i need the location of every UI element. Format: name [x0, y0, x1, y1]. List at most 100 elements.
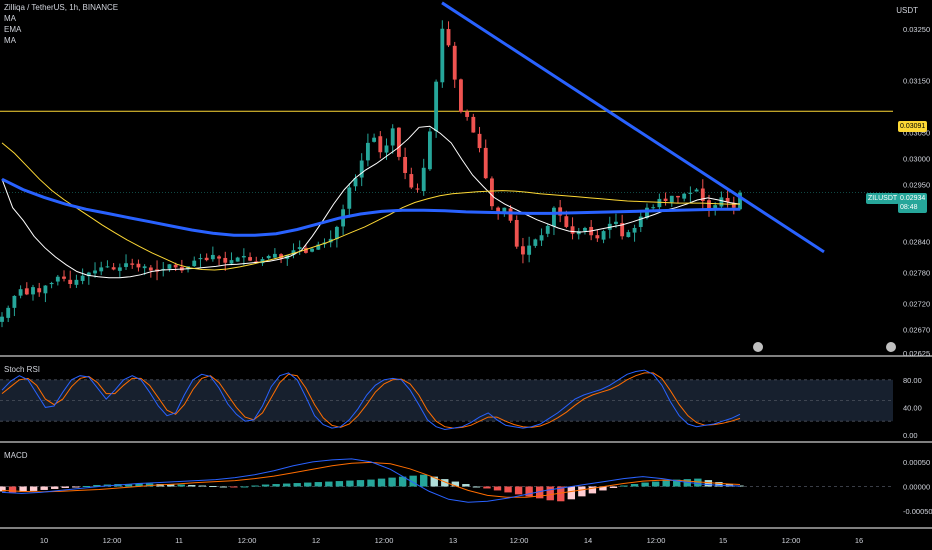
macd-histogram-bar [673, 479, 681, 487]
macd-histogram-bar [599, 486, 607, 491]
price-axis-tick: 0.03250 [903, 25, 930, 34]
macd-histogram-bar [19, 486, 27, 492]
time-axis-label: 12:00 [375, 536, 394, 545]
candle-body [595, 235, 600, 239]
macd-histogram-bar [557, 486, 565, 502]
ma-slow-line [1, 177, 740, 237]
ma-fast-line [1, 125, 741, 279]
price-axis-tick: 0.02840 [903, 237, 930, 246]
candle-body [111, 267, 116, 270]
macd-histogram-bar [441, 479, 449, 487]
stoch-axis-tick: 40.00 [903, 403, 922, 412]
macd-histogram-bar [230, 486, 238, 488]
macd-histogram-bar [72, 486, 80, 488]
candle-body [421, 167, 426, 192]
macd-histogram-bar [641, 482, 649, 487]
candle-body [6, 307, 11, 318]
candle-body [682, 193, 687, 199]
price-axis-tick: 0.02780 [903, 269, 930, 278]
candle-body [676, 195, 680, 198]
symbol-title[interactable]: Zilliqa / TetherUS, 1h, BINANCE [4, 3, 119, 12]
candle-body [558, 207, 563, 216]
candle-body [279, 254, 283, 259]
macd-axis-tick: 0.00050 [903, 458, 930, 467]
macd-histogram-bar [304, 482, 312, 487]
macd-title[interactable]: MACD [4, 451, 28, 460]
macd-histogram-bar [493, 486, 502, 491]
macd-histogram-bar [367, 479, 375, 487]
indicator-ma-fast[interactable]: MA [4, 14, 16, 23]
candle-body [365, 142, 370, 161]
time-axis-label: 12:00 [238, 536, 257, 545]
macd-histogram-bar [662, 480, 670, 487]
macd-histogram-bar [514, 486, 523, 495]
hline-price-badge: 0.03091 [898, 121, 928, 132]
candle-body [359, 160, 364, 178]
ema-line [1, 142, 740, 271]
macd-histogram-bar [736, 485, 744, 487]
candle-body [210, 254, 215, 260]
macd-histogram-bar [609, 486, 618, 488]
candle-body [570, 226, 575, 234]
candle-body [465, 111, 470, 117]
candle-body [483, 147, 488, 179]
indicator-ma-slow[interactable]: MA [4, 36, 16, 45]
candle-body [440, 28, 445, 83]
candle-body [334, 226, 339, 240]
candle-body [601, 231, 606, 240]
macd-histogram-bar [124, 484, 133, 487]
candle-body [707, 200, 711, 209]
indicator-ema[interactable]: EMA [4, 25, 22, 34]
candle-body [235, 257, 240, 262]
candle-body [117, 267, 122, 271]
candle-body [49, 282, 54, 285]
macd-histogram-bar [314, 482, 322, 487]
macd-histogram-bar [504, 486, 512, 493]
macd-histogram-bar [388, 477, 396, 487]
time-axis-label: 10 [40, 536, 48, 545]
trendline [441, 1, 825, 254]
candle-body [31, 287, 35, 295]
candle-body [241, 255, 246, 258]
stoch-axis-tick: 80.00 [903, 376, 922, 385]
candle-body [415, 188, 420, 190]
time-axis-label: 14 [584, 536, 592, 545]
macd-histogram-bar [420, 474, 428, 487]
candle-body [297, 247, 302, 249]
macd-histogram-bar [198, 485, 207, 487]
price-axis-tick: 0.03150 [903, 77, 930, 86]
candle-body [725, 197, 730, 203]
macd-histogram-bar [651, 481, 660, 487]
candle-body [645, 207, 649, 218]
time-axis-label: 15 [719, 536, 727, 545]
candle-body [496, 207, 501, 213]
macd-histogram-bar [525, 486, 533, 497]
candle-body [248, 257, 252, 261]
candle-body [291, 250, 296, 256]
macd-histogram-bar [166, 484, 175, 487]
candle-body [614, 221, 618, 224]
stoch-rsi-title[interactable]: Stoch RSI [4, 365, 41, 374]
macd-histogram-bar [430, 476, 438, 487]
candle-body [713, 205, 718, 210]
candle-body [266, 255, 271, 259]
candle-body [37, 288, 42, 293]
candle-body [446, 29, 451, 46]
macd-histogram-bar [567, 486, 576, 500]
macd-histogram-bar [325, 481, 333, 487]
candle-body [700, 188, 705, 201]
candle-body [43, 285, 48, 294]
candle-body [651, 207, 656, 209]
macd-histogram-bar [377, 478, 386, 487]
candle-body [353, 178, 358, 187]
candle-body [583, 227, 587, 231]
macd-histogram-bar [683, 479, 691, 487]
macd-histogram-bar [535, 486, 544, 499]
candle-body [0, 316, 4, 322]
macd-histogram-bar [29, 486, 38, 491]
candle-body [24, 288, 29, 295]
candle-body [316, 244, 321, 250]
price-axis-tick: 0.03050 [903, 129, 930, 138]
candle-body [130, 263, 135, 265]
